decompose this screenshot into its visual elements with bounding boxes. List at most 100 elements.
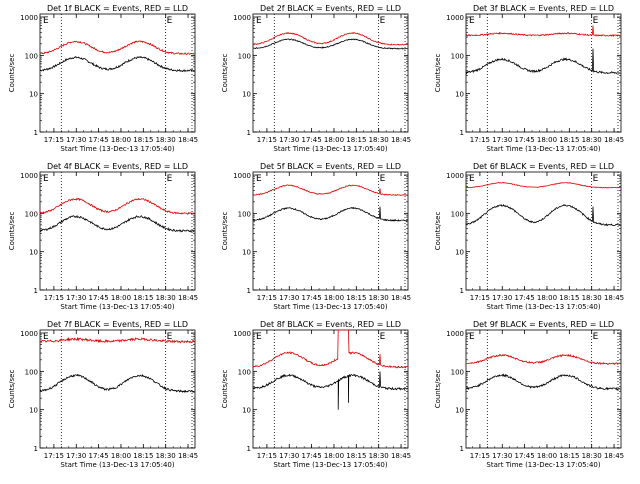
x-tick-label: 17:30	[492, 136, 512, 144]
y-tick-label: 1	[247, 287, 251, 295]
x-tick-label: 17:15	[44, 452, 64, 460]
x-tick-label: 18:45	[178, 136, 198, 144]
chart-title: Det 6f BLACK = Events, RED = LLD	[473, 162, 614, 171]
x-tick-label: 17:45	[89, 294, 109, 302]
marker-label-e: E	[380, 16, 386, 26]
x-tick-label: 18:15	[559, 294, 579, 302]
x-axis-label: Start Time (13-Dec-13 17:05:40)	[486, 145, 600, 153]
y-tick-label: 1	[34, 129, 38, 137]
x-tick-label: 18:30	[582, 136, 602, 144]
y-tick-label: 1000	[20, 330, 38, 338]
x-tick-label: 17:45	[302, 452, 322, 460]
y-axis-label: Counts/sec	[221, 212, 229, 251]
x-tick-label: 18:00	[324, 136, 344, 144]
y-tick-label: 1	[460, 287, 464, 295]
x-tick-label: 18:30	[369, 294, 389, 302]
marker-label-e: E	[256, 332, 262, 342]
chart-title: Det 4f BLACK = Events, RED = LLD	[47, 162, 188, 171]
x-tick-label: 17:45	[515, 136, 535, 144]
chart-panel-2: Det 2f BLACK = Events, RED = LLD 1 10 100 10…	[221, 4, 411, 153]
y-tick-label: 1000	[233, 14, 251, 22]
x-tick-label: 17:15	[257, 452, 277, 460]
x-tick-label: 17:15	[470, 452, 490, 460]
x-tick-label: 18:30	[582, 294, 602, 302]
chart-panel-4: Det 4f BLACK = Events, RED = LLD 1 10 100 10…	[8, 162, 198, 311]
y-tick-label: 100	[451, 52, 464, 60]
x-tick-label: 17:30	[66, 294, 86, 302]
y-axis-label: Counts/sec	[8, 370, 16, 409]
x-axis-label: Start Time (13-Dec-13 17:05:40)	[60, 303, 174, 311]
marker-label-e: E	[43, 16, 49, 26]
chart-title: Det 5f BLACK = Events, RED = LLD	[260, 162, 401, 171]
y-tick-label: 10	[29, 91, 38, 99]
series-line-events	[252, 206, 408, 222]
x-tick-label: 18:45	[604, 136, 624, 144]
x-tick-label: 18:15	[559, 452, 579, 460]
y-axis-label: Counts/sec	[434, 370, 442, 409]
chart-title: Det 9f BLACK = Events, RED = LLD	[473, 320, 614, 329]
plot-frame	[465, 329, 622, 449]
x-tick-label: 17:45	[89, 452, 109, 460]
y-tick-label: 1000	[20, 172, 38, 180]
chart-panel-9: Det 9f BLACK = Events, RED = LLD 1 10 100 10…	[434, 320, 624, 469]
x-tick-label: 17:15	[44, 294, 64, 302]
chart-title: Det 2f BLACK = Events, RED = LLD	[260, 4, 401, 13]
y-tick-label: 100	[238, 368, 251, 376]
x-tick-label: 18:00	[111, 452, 131, 460]
marker-label-e: E	[43, 332, 49, 342]
series-line-events	[465, 373, 621, 391]
chart-title: Det 3f BLACK = Events, RED = LLD	[473, 4, 614, 13]
marker-label-e: E	[469, 174, 475, 184]
series-line-lld	[39, 40, 195, 56]
plot-frame	[39, 329, 196, 449]
y-tick-label: 1000	[446, 14, 464, 22]
x-tick-label: 18:00	[324, 294, 344, 302]
y-tick-label: 1	[247, 129, 251, 137]
x-axis-label: Start Time (13-Dec-13 17:05:40)	[273, 461, 387, 469]
x-tick-label: 17:15	[470, 136, 490, 144]
plot-frame	[39, 171, 196, 291]
y-axis-label: Counts/sec	[434, 212, 442, 251]
y-tick-label: 1	[34, 445, 38, 453]
x-tick-label: 18:45	[604, 294, 624, 302]
x-tick-label: 17:45	[89, 136, 109, 144]
marker-label-e: E	[167, 174, 173, 184]
x-axis-label: Start Time (13-Dec-13 17:05:40)	[273, 303, 387, 311]
y-tick-label: 100	[25, 52, 38, 60]
series-line-lld	[466, 181, 621, 189]
y-tick-label: 10	[455, 249, 464, 257]
x-axis-label: Start Time (13-Dec-13 17:05:40)	[60, 145, 174, 153]
x-tick-label: 18:15	[346, 294, 366, 302]
chart-panel-8: Det 8f BLACK = Events, RED = LLD 1 10 100 10…	[221, 320, 411, 469]
y-tick-label: 1000	[233, 330, 251, 338]
marker-label-e: E	[380, 332, 386, 342]
x-tick-label: 18:45	[391, 294, 411, 302]
x-tick-label: 18:00	[111, 294, 131, 302]
y-axis-label: Counts/sec	[221, 370, 229, 409]
x-tick-label: 17:30	[66, 136, 86, 144]
y-tick-label: 10	[29, 249, 38, 257]
series-line-events	[253, 38, 408, 50]
x-tick-label: 17:15	[257, 294, 277, 302]
series-line-events	[39, 55, 195, 73]
x-tick-label: 17:45	[515, 452, 535, 460]
x-tick-label: 18:00	[537, 294, 557, 302]
x-tick-label: 18:00	[537, 136, 557, 144]
x-axis-label: Start Time (13-Dec-13 17:05:40)	[486, 461, 600, 469]
plot-frame	[465, 13, 622, 133]
y-tick-label: 1000	[446, 330, 464, 338]
plot-frame	[252, 171, 409, 291]
series-line-events	[39, 373, 195, 394]
y-tick-label: 10	[455, 407, 464, 415]
x-axis-label: Start Time (13-Dec-13 17:05:40)	[486, 303, 600, 311]
x-tick-label: 18:45	[178, 452, 198, 460]
x-tick-label: 17:30	[492, 452, 512, 460]
y-tick-label: 10	[242, 249, 251, 257]
x-tick-label: 18:45	[178, 294, 198, 302]
x-tick-label: 17:30	[279, 294, 299, 302]
y-tick-label: 10	[455, 91, 464, 99]
chart-title: Det 7f BLACK = Events, RED = LLD	[47, 320, 188, 329]
marker-label-e: E	[380, 174, 386, 184]
marker-label-e: E	[167, 16, 173, 26]
x-tick-label: 18:15	[133, 452, 153, 460]
